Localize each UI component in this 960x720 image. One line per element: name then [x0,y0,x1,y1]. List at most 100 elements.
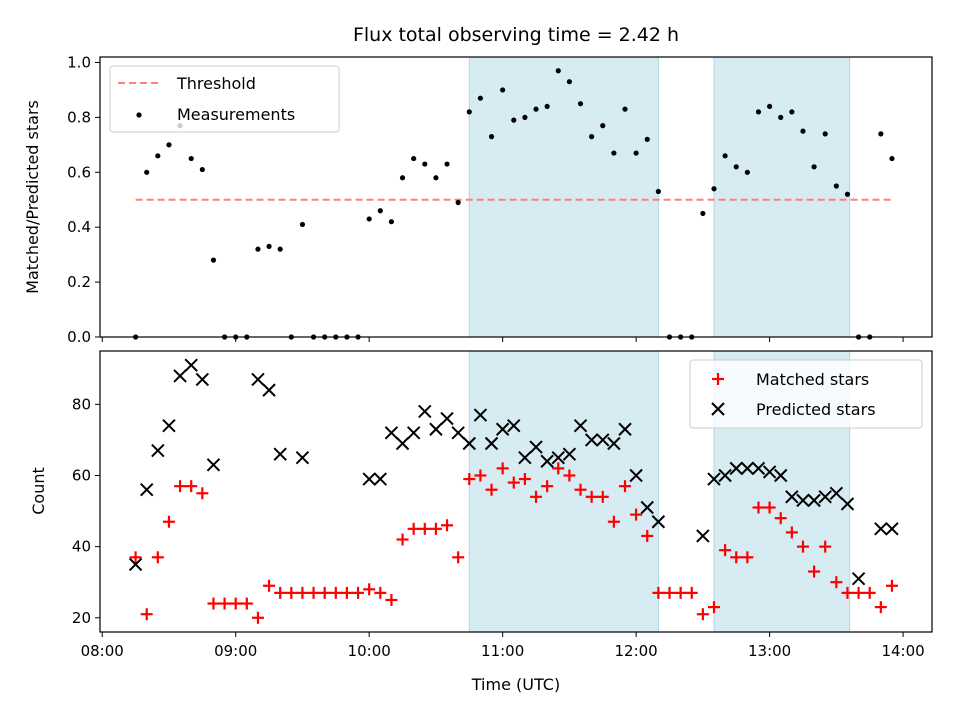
measurement-point [199,166,205,173]
predicted-stars-point [629,468,643,483]
legend-matched-swatch [712,373,724,385]
matched-stars-point [719,544,732,557]
matched-stars-point [619,480,632,493]
measurement-point [744,169,750,175]
top-legend: Threshold Measurements [109,65,340,133]
measurement-point [166,142,172,148]
top-shaded-intervals [468,56,851,338]
measurement-point [778,114,784,120]
matched-stars-point [329,586,342,599]
top-y-axis-label: Matched/Predicted stars [23,100,42,294]
predicted-stars-point [440,411,454,426]
measurement-point [822,131,828,137]
matched-stars-point [441,519,454,532]
legend-matched-label: Matched stars [756,370,869,389]
predicted-stars-point [762,465,777,479]
measurement-point [210,257,217,263]
matched-stars-point [196,487,209,500]
measurement-point [255,246,261,252]
predicted-stars-point [195,372,210,387]
predicted-stars-point [718,468,732,483]
matched-stars-point [541,480,554,493]
matched-stars-point [318,586,331,599]
predicted-stars-point [140,483,154,497]
measurement-point [644,136,650,142]
matched-stars-point [819,540,832,553]
predicted-stars-point [251,372,265,387]
matched-stars-point [374,586,387,599]
matched-stars-point [285,586,298,599]
matched-stars-point [796,540,809,553]
measurement-point [633,150,639,156]
measurement-point [377,208,383,214]
predicted-stars-point [785,490,799,504]
bottom-plot-frame [99,350,933,633]
matched-stars-point [663,586,676,599]
predicted-stars-point [462,436,476,451]
legend-predicted-label: Predicted stars [756,400,876,419]
matched-stars-point [352,586,365,599]
matched-stars-point [874,601,887,614]
predicted-stars-point [840,497,855,511]
legend-threshold-label: Threshold [176,74,256,93]
matched-stars-point [129,551,142,564]
top-x-ticks [101,337,904,342]
predicted-stars-point [874,522,888,536]
legend-measurements-label: Measurements [177,105,295,124]
predicted-stars-point [173,369,187,383]
matched-stars-point [474,469,487,482]
predicted-stars-point [851,571,866,586]
y-tick-label: 0.2 [67,273,91,291]
matched-stars-point [218,597,231,610]
predicted-stars-point [651,515,666,529]
measurement-point [611,150,617,156]
matched-stars-point [674,586,687,599]
matched-stars-point [530,490,543,503]
matched-stars-point [140,608,153,621]
measurement-point [299,221,306,228]
matched-stars-point [652,586,665,599]
predicted-stars-point [406,426,421,440]
predicted-stars-point [395,436,410,451]
measurement-point [155,153,161,159]
top-panel: 0.0 0.2 0.4 0.6 0.8 1.0 Flux total observing … [23,24,933,346]
measurement-point [789,109,795,115]
predicted-stars-point [584,433,599,447]
measurement-point [589,134,595,140]
matched-stars-point [563,469,576,482]
matched-stars-point [363,583,376,596]
y-tick-label: 1.0 [67,53,91,71]
matched-stars-point [340,586,353,599]
matched-stars-point [518,473,531,486]
measurement-point [811,164,817,170]
measurement-point [488,134,495,140]
predicted-stars-point [807,493,821,508]
measurement-point [544,103,550,110]
measurement-point [511,117,517,123]
matched-stars-point [774,512,787,525]
predicted-stars-point [774,468,788,483]
measurement-point [411,155,417,162]
predicted-stars-point [551,451,565,465]
top-y-ticks: 0.0 0.2 0.4 0.6 0.8 1.0 [67,53,100,346]
matched-stars-point [452,551,465,564]
matched-stars-point [885,579,898,592]
measurement-point [655,188,661,195]
matched-stars-point [174,480,187,493]
predicted-stars-point [829,486,844,500]
measurement-point [144,169,150,175]
chart-title: Flux total observing time = 2.42 h [353,24,679,46]
x-tick-label: 08:00 [81,642,124,660]
matched-stars-point [418,522,431,535]
y-tick-label: 0.4 [67,218,91,236]
matched-stars-point [385,593,398,606]
matched-stars-point [574,483,587,496]
measurement-point [566,79,572,85]
matched-stars-point [808,565,821,578]
shaded-interval-1 [468,350,659,633]
measurement-point [466,109,472,115]
matched-stars-point [263,579,276,592]
matched-stars-point [696,608,709,621]
bottom-legend: Matched stars Predicted stars [689,359,923,429]
predicted-stars-point [640,500,654,515]
